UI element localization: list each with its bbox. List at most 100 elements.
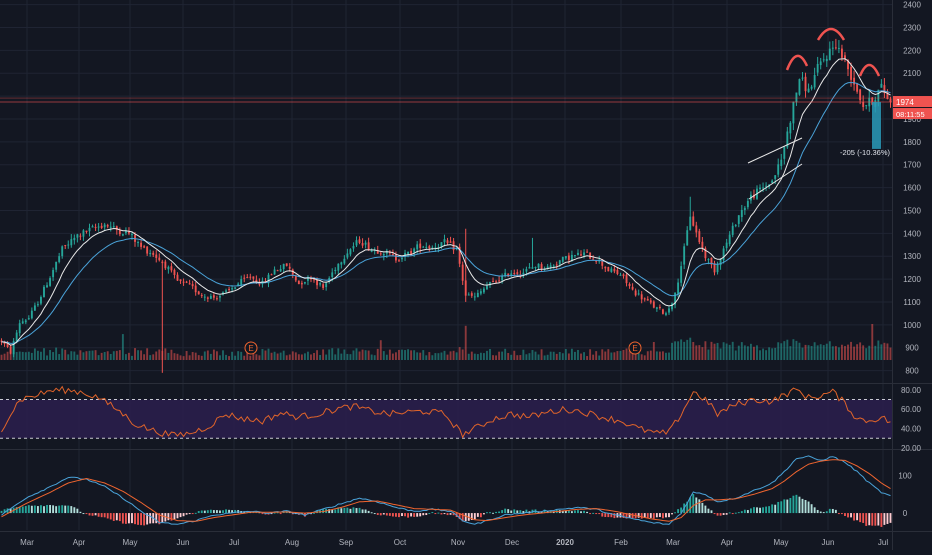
candle-body [589,252,592,259]
candle [291,268,294,279]
candle [100,222,103,230]
macd-histogram-bar [613,513,616,519]
macd-histogram-bar [492,512,494,514]
macd-histogram-bar [607,513,610,518]
volume-bar [461,349,464,360]
volume-bar [100,352,103,360]
candle [467,292,470,296]
volume-bar [886,343,889,360]
macd-histogram-bar [194,512,197,514]
candle-body [316,279,318,286]
volume-bar [200,355,203,360]
macd-histogram-bar [680,507,683,514]
candle-body [94,227,97,229]
volume-bar [677,341,680,360]
macd-histogram-bar [713,513,716,515]
macd-histogram-bar [482,513,485,515]
candle [316,277,318,290]
candle [167,265,170,274]
volume-bar [310,354,312,360]
candle-body [552,265,555,267]
candle-body [476,292,479,298]
candle [203,294,206,301]
candle-body [652,301,655,308]
countdown-label: 08:11:55 [896,110,925,119]
macd-histogram-bar [231,510,234,514]
volume-bar [343,349,346,360]
candle [840,44,843,61]
candle-body [164,261,167,269]
volume-bar [112,351,115,360]
volume-bar [103,352,106,360]
candle [743,206,746,215]
macd-histogram-bar [765,506,768,514]
volume-bar [416,352,419,360]
candle [658,304,661,310]
volume-bar [404,350,406,360]
candle [273,266,276,275]
volume-bar [443,350,446,360]
candle-body [449,241,452,243]
candle [722,245,725,264]
candle-body [680,266,683,283]
macd-histogram-bar [82,513,85,515]
macd-histogram-bar [734,512,737,514]
candle [564,256,567,260]
volume-bar [813,342,816,360]
candle [607,266,610,272]
candle-body [616,269,619,274]
macd-histogram-bar [801,498,804,514]
grid-lines [0,0,892,530]
candle [507,273,510,278]
macd-histogram-bar [877,513,880,526]
candle-body [152,252,155,255]
macd-histogram-bar [589,513,592,515]
macd-histogram-bar [404,513,406,517]
candle-body [780,159,783,166]
macd-histogram-bar [762,507,764,514]
macd-histogram-bar [398,513,400,518]
macd-histogram-bar [710,510,713,514]
volume-bar [780,343,783,360]
candle-body [601,259,604,266]
candle [762,182,764,192]
volume-bar [33,348,36,360]
volume-bar [555,353,558,360]
candle-body [413,248,416,253]
candle-body [352,246,355,249]
volume-bar [334,354,337,360]
macd-histogram-bar [728,512,731,514]
candle-body [215,298,218,300]
macd-histogram-bar [486,512,488,514]
candle [206,296,209,303]
volume-bar [765,350,768,360]
macd-histogram-bar [70,506,73,514]
candle [580,250,582,257]
candle-body [546,266,549,269]
candle [121,233,124,237]
candle [853,70,856,91]
macd-histogram-bar [3,509,6,514]
volume-bar [840,344,843,360]
candle [446,237,449,246]
macd-histogram-bar [707,508,710,514]
volume-bar [740,342,743,360]
volume-bar [768,347,771,360]
candle [813,67,816,90]
macd-histogram-bar [610,513,613,518]
rsi-axis-label: 20.00 [901,444,922,453]
candle-body [759,187,761,190]
candle [470,291,473,298]
candle-body [655,307,658,309]
time-axis: Mar Apr May Jun Jul Aug Sep Oct Nov Dec 2020 Feb Mar… [20,538,888,547]
candle [449,236,452,243]
volume-bar [428,352,431,360]
volume-bar [267,348,270,360]
candle [522,268,525,279]
volume-bar [46,355,48,360]
macd-histogram-bar [789,498,792,514]
candle-body [577,252,579,256]
macd-histogram-bar [519,510,522,514]
